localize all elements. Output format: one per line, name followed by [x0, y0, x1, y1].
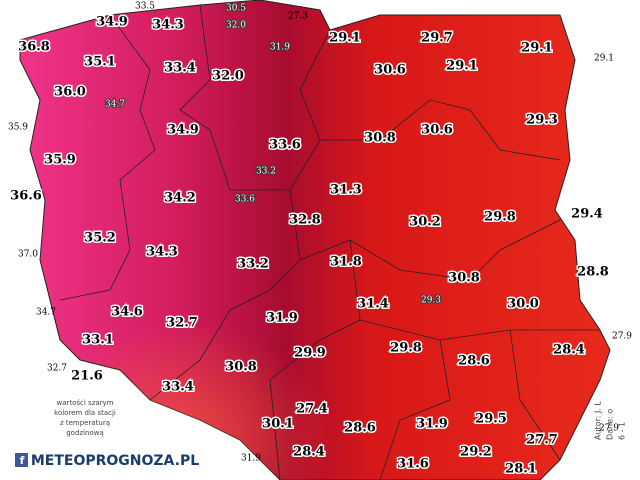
outside-label: 37.0: [18, 250, 38, 260]
temperature-label: 29.9: [294, 346, 326, 361]
temperature-label: 29.1: [446, 59, 478, 74]
temperature-label: 36.6: [10, 189, 42, 204]
facebook-icon[interactable]: [15, 453, 28, 467]
temperature-label: 29.4: [571, 207, 603, 222]
temperature-label: 31.4: [357, 297, 389, 312]
temperature-label: 30.6: [374, 63, 406, 78]
temperature-label: 34.6: [111, 305, 143, 320]
station-label: 30.5: [226, 4, 246, 14]
temperature-label: 34.9: [96, 15, 128, 30]
outside-label: 27.9: [599, 424, 619, 434]
legend-note-line: kolorem dla stacji: [54, 409, 116, 417]
temperature-label: 31.9: [416, 417, 448, 432]
legend-note-line: wartości szarym: [56, 399, 113, 407]
temperature-label: 32.0: [212, 69, 244, 84]
facebook-icon-letter: f: [20, 454, 25, 467]
outside-label: 27.9: [612, 332, 632, 342]
station-label: 33.6: [235, 195, 255, 205]
temperature-label: 31.8: [330, 255, 362, 270]
temperature-label: 35.9: [44, 153, 76, 168]
temperature-label: 33.4: [164, 61, 196, 76]
temperature-label: 29.7: [421, 31, 453, 46]
temperature-label: 27.7: [526, 433, 558, 448]
temperature-label: 28.4: [293, 445, 325, 460]
region-borders: [59, 4, 600, 480]
temperature-label: 29.1: [521, 41, 553, 56]
temperature-label: 31.9: [266, 311, 298, 326]
credit: 6 - 1: [618, 422, 627, 440]
temperature-label: 34.9: [167, 123, 199, 138]
outside-label: 27.3: [288, 12, 308, 22]
temperature-label: 28.1: [505, 462, 537, 477]
temperature-label: 30.1: [262, 417, 294, 432]
temperature-label: 31.6: [397, 457, 429, 472]
temperature-label: 32.7: [166, 316, 198, 331]
temperature-label: 28.4: [553, 343, 585, 358]
temperature-label: 30.8: [448, 271, 480, 286]
temperature-label: 29.8: [484, 210, 516, 225]
temperature-label: 30.0: [507, 297, 539, 312]
temperature-label: 21.6: [71, 369, 103, 384]
temperature-label: 36.0: [54, 85, 86, 100]
temperature-label: 35.2: [84, 231, 116, 246]
temperature-label: 27.4: [296, 402, 328, 417]
temperature-label: 28.6: [344, 421, 376, 436]
temperature-label: 33.6: [269, 138, 301, 153]
temperature-label: 29.1: [329, 31, 361, 46]
temperature-label: 30.8: [364, 131, 396, 146]
legend-note-line: godzinową: [66, 429, 104, 437]
outside-label: 34.7: [36, 308, 56, 318]
temperature-label: 34.2: [164, 191, 196, 206]
temperature-label: 28.8: [577, 265, 609, 280]
temperature-label: 30.2: [409, 215, 441, 230]
temperature-label: 33.4: [162, 380, 194, 395]
south-shading: [20, 0, 610, 480]
temperature-label: 31.3: [330, 183, 362, 198]
station-label: 29.3: [421, 296, 441, 306]
credit: Dane: o: [606, 409, 615, 440]
credit: Autor: J. L: [594, 401, 603, 440]
temperature-label: 35.1: [84, 55, 116, 70]
temperature-label: 29.2: [460, 445, 492, 460]
outside-label: 31.9: [241, 454, 261, 464]
outside-label: 32.7: [47, 364, 67, 374]
temperature-label: 28.6: [458, 354, 490, 369]
logo[interactable]: METEOPROGNOZA.PL: [31, 453, 199, 469]
temperature-label: 29.3: [526, 113, 558, 128]
temperature-label: 36.8: [18, 40, 50, 55]
temperature-label: 33.2: [237, 257, 269, 272]
temperature-label: 34.3: [146, 245, 178, 260]
temperature-label: 30.8: [225, 360, 257, 375]
station-label: 32.0: [226, 21, 246, 31]
temperature-label: 29.8: [390, 341, 422, 356]
temperature-label: 29.5: [475, 412, 507, 427]
temperature-label: 32.8: [289, 213, 321, 228]
temperature-label: 34.3: [152, 18, 184, 33]
station-label: 34.7: [105, 100, 125, 110]
outside-label: 33.5: [135, 2, 155, 12]
station-label: 33.2: [256, 167, 276, 177]
legend-note-line: z temperaturą: [60, 419, 110, 427]
temperature-label: 33.1: [82, 333, 114, 348]
outside-label: 29.1: [594, 54, 614, 64]
station-label: 31.9: [270, 43, 290, 53]
temperature-label: 30.6: [421, 123, 453, 138]
outside-label: 35.9: [8, 123, 28, 133]
